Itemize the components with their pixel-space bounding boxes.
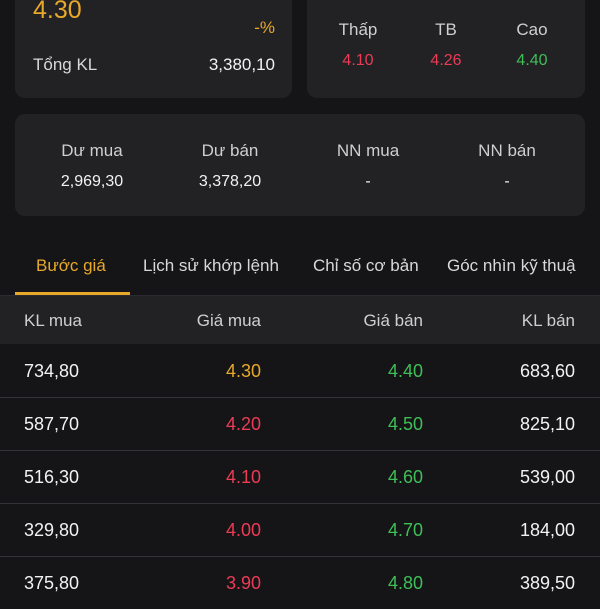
sell-volume-cell: 539,00: [519, 467, 575, 487]
order-depth-card: Dư mua 2,969,30 Dư bán 3,378,20 NN mua -…: [15, 114, 585, 216]
high-price-value: 4.40: [516, 52, 548, 69]
tab-price-steps[interactable]: Bước giá: [36, 256, 106, 275]
foreign-sell-label: NN bán: [478, 141, 536, 160]
header-buy-volume: KL mua: [24, 311, 82, 330]
foreign-buy-column: NN mua -: [323, 141, 413, 191]
avg-price-column: TB 4.26: [401, 20, 491, 70]
table-row: 587,70 4.20 4.50 825,10: [0, 398, 600, 451]
low-price-value: 4.10: [342, 52, 374, 69]
percent-change: -%: [254, 18, 275, 37]
sell-price-cell: 4.60: [387, 467, 423, 487]
buy-volume-cell: 734,80: [24, 361, 80, 381]
buy-surplus-label: Dư mua: [61, 141, 123, 160]
buy-price-cell: 4.30: [225, 361, 261, 381]
sell-surplus-value: 3,378,20: [198, 173, 262, 190]
buy-surplus-value: 2,969,30: [60, 173, 124, 190]
sell-price-cell: 4.40: [387, 361, 423, 381]
active-tab-indicator: [15, 292, 130, 295]
low-price-label: Thấp: [338, 20, 378, 39]
sell-surplus-label: Dư bán: [201, 141, 259, 160]
sell-price-cell: 4.70: [387, 520, 423, 540]
table-row: 516,30 4.10 4.60 539,00: [0, 451, 600, 504]
total-volume-value: 3,380,10: [208, 55, 275, 74]
buy-price-cell: 4.20: [225, 414, 261, 434]
current-price: 4.30: [33, 0, 82, 24]
header-sell-price: Giá bán: [363, 311, 423, 330]
foreign-sell-column: NN bán -: [462, 141, 552, 191]
sell-surplus-column: Dư bán 3,378,20: [185, 141, 275, 191]
buy-price-cell: 3.90: [225, 573, 261, 593]
tab-match-history[interactable]: Lịch sử khớp lệnh: [143, 256, 279, 275]
low-price-column: Thấp 4.10: [313, 20, 403, 70]
tabs-divider: [0, 295, 600, 296]
sell-price-cell: 4.80: [387, 573, 423, 593]
buy-volume-cell: 516,30: [24, 467, 80, 487]
buy-price-cell: 4.10: [225, 467, 261, 487]
avg-price-label: TB: [435, 20, 457, 39]
order-book-header: KL mua Giá mua Giá bán KL bán: [0, 296, 600, 344]
sell-price-cell: 4.50: [387, 414, 423, 434]
buy-volume-cell: 587,70: [24, 414, 80, 434]
total-volume-label: Tổng KL: [33, 55, 98, 74]
price-summary-card: 4.30 -% Tổng KL 3,380,10: [15, 0, 292, 98]
high-price-label: Cao: [516, 20, 548, 39]
foreign-sell-value: -: [504, 173, 510, 190]
header-sell-volume: KL bán: [521, 311, 575, 330]
high-price-column: Cao 4.40: [487, 20, 577, 70]
buy-volume-cell: 329,80: [24, 520, 80, 540]
foreign-buy-label: NN mua: [336, 141, 400, 160]
table-row: 329,80 4.00 4.70 184,00: [0, 504, 600, 557]
detail-tabs: Bước giá Lịch sử khớp lệnh Chỉ số cơ bản…: [0, 242, 600, 296]
sell-volume-cell: 184,00: [519, 520, 575, 540]
price-range-card: Thấp 4.10 TB 4.26 Cao 4.40: [307, 0, 585, 98]
sell-volume-cell: 389,50: [519, 573, 575, 593]
header-buy-price: Giá mua: [196, 311, 261, 330]
table-row: 734,80 4.30 4.40 683,60: [0, 345, 600, 398]
buy-volume-cell: 375,80: [24, 573, 80, 593]
avg-price-value: 4.26: [430, 52, 462, 69]
foreign-buy-value: -: [365, 173, 371, 190]
buy-surplus-column: Dư mua 2,969,30: [47, 141, 137, 191]
tab-technical-view[interactable]: Góc nhìn kỹ thuậ: [447, 256, 576, 275]
table-row: 375,80 3.90 4.80 389,50: [0, 557, 600, 609]
buy-price-cell: 4.00: [225, 520, 261, 540]
sell-volume-cell: 825,10: [519, 414, 575, 434]
sell-volume-cell: 683,60: [519, 361, 575, 381]
tab-fundamentals[interactable]: Chỉ số cơ bản: [313, 256, 419, 275]
